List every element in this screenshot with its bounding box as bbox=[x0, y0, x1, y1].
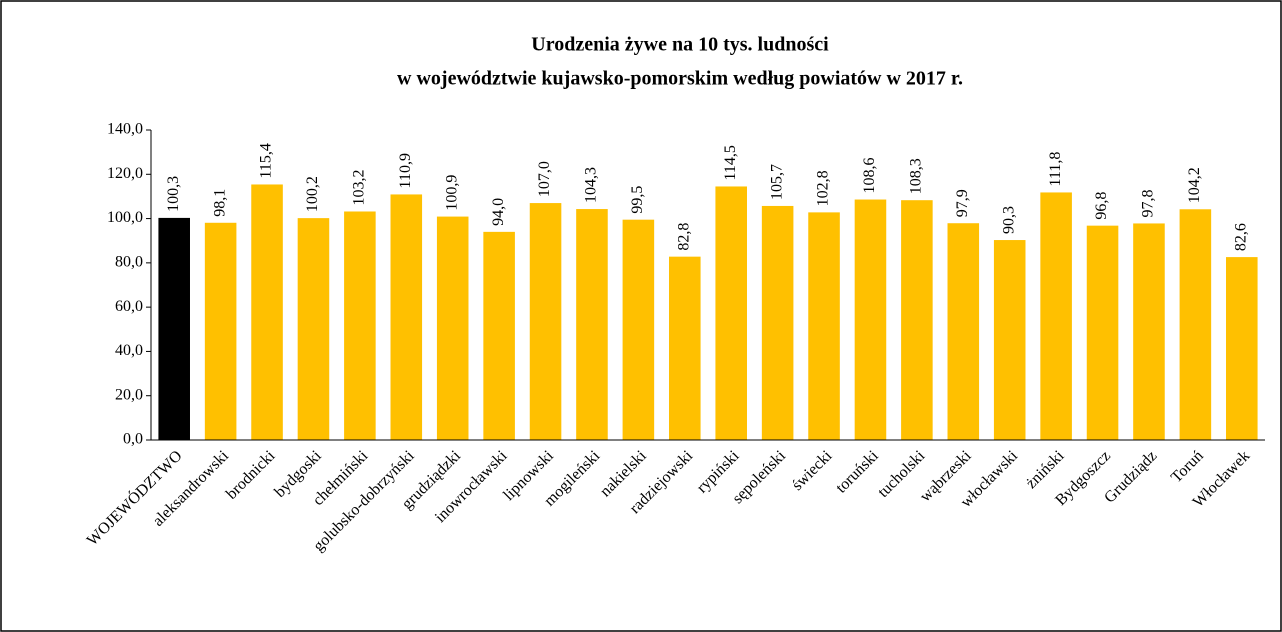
value-label: 97,8 bbox=[1140, 189, 1157, 217]
bar bbox=[344, 211, 376, 440]
value-label: 107,0 bbox=[536, 161, 553, 197]
bar bbox=[1040, 192, 1072, 440]
bar bbox=[854, 199, 887, 440]
bar bbox=[715, 186, 747, 440]
chart-subtitle: w województwie kujawsko-pomorskim według… bbox=[397, 68, 963, 90]
value-label: 82,8 bbox=[675, 223, 692, 251]
value-label: 102,8 bbox=[815, 170, 832, 206]
value-label: 100,2 bbox=[304, 176, 321, 212]
value-label: 108,6 bbox=[861, 158, 878, 194]
value-label: 82,6 bbox=[1232, 223, 1249, 251]
bar bbox=[1133, 223, 1165, 440]
value-label: 108,3 bbox=[908, 158, 925, 194]
value-label: 97,9 bbox=[954, 189, 971, 217]
y-tick-label: 120,0 bbox=[107, 165, 143, 182]
y-tick-label: 40,0 bbox=[115, 342, 143, 359]
y-tick-label: 60,0 bbox=[115, 298, 143, 315]
bar bbox=[901, 200, 933, 440]
value-label: 104,2 bbox=[1186, 167, 1203, 203]
y-tick-label: 80,0 bbox=[115, 254, 143, 271]
bar bbox=[1226, 257, 1258, 440]
chart-title: Urodzenia żywe na 10 tys. ludności bbox=[531, 34, 829, 56]
bar bbox=[483, 231, 515, 440]
value-label: 94,0 bbox=[490, 198, 507, 226]
bar bbox=[251, 184, 283, 440]
value-label: 90,3 bbox=[1000, 206, 1017, 234]
value-label: 115,4 bbox=[258, 143, 275, 178]
bar bbox=[390, 194, 423, 440]
bar bbox=[576, 209, 608, 440]
bar bbox=[204, 222, 237, 440]
value-label: 99,5 bbox=[629, 186, 646, 214]
value-label: 100,3 bbox=[165, 176, 182, 212]
value-label: 104,3 bbox=[583, 167, 600, 203]
y-tick-label: 100,0 bbox=[107, 209, 143, 226]
value-label: 110,9 bbox=[397, 153, 414, 188]
value-label: 100,9 bbox=[443, 175, 460, 211]
value-label: 111,8 bbox=[1047, 152, 1064, 187]
bar bbox=[1086, 225, 1119, 440]
bar bbox=[529, 203, 562, 440]
value-label: 96,8 bbox=[1093, 192, 1110, 220]
y-tick-label: 140,0 bbox=[107, 121, 143, 138]
value-label: 98,1 bbox=[211, 189, 228, 217]
bar bbox=[947, 223, 980, 440]
bar bbox=[622, 219, 655, 440]
bar bbox=[158, 217, 190, 440]
bar bbox=[1179, 209, 1212, 440]
bar bbox=[297, 218, 330, 440]
y-tick-label: 20,0 bbox=[115, 386, 143, 403]
bar bbox=[808, 212, 840, 440]
bar bbox=[436, 216, 469, 440]
value-label: 114,5 bbox=[722, 145, 739, 180]
bar bbox=[669, 256, 701, 440]
bar bbox=[761, 205, 794, 440]
y-tick-label: 0,0 bbox=[123, 431, 143, 448]
value-label: 103,2 bbox=[351, 169, 368, 205]
bar bbox=[993, 240, 1026, 440]
value-label: 105,7 bbox=[768, 164, 785, 200]
